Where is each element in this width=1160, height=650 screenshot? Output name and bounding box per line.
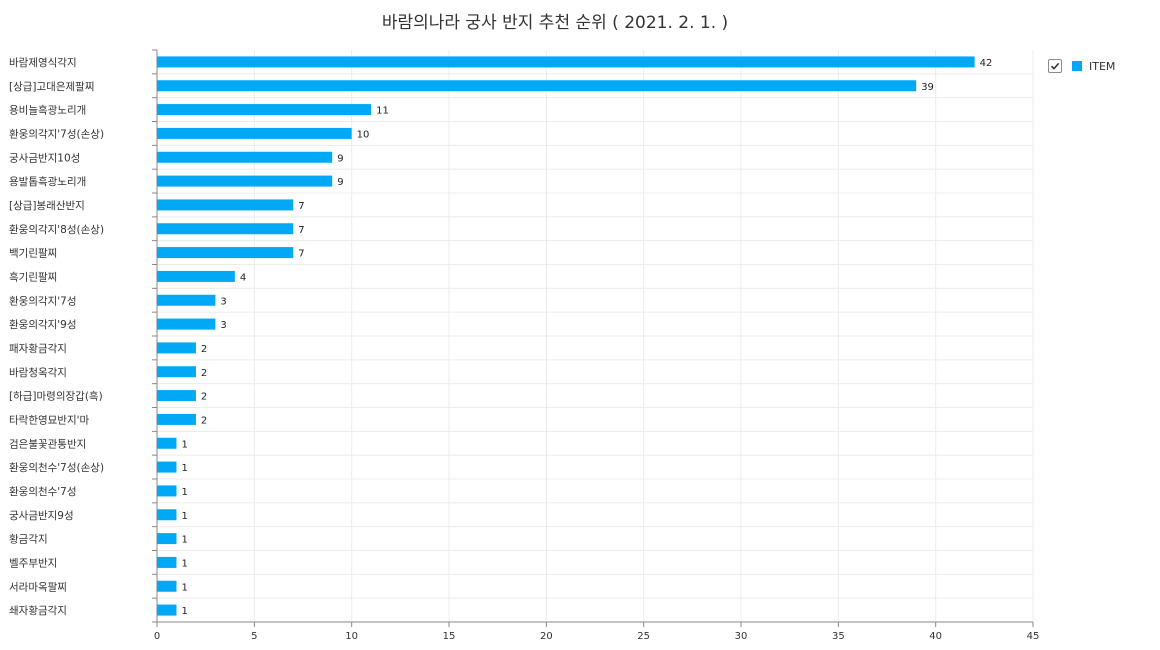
bar	[157, 199, 294, 211]
category-label: 서라마옥팔찌	[9, 581, 67, 593]
bar	[157, 580, 177, 592]
value-label: 1	[181, 439, 187, 450]
category-label: 환웅의각지'8성(손상)	[9, 224, 104, 236]
value-label: 7	[298, 249, 304, 260]
category-label: 환웅의천수'7성	[9, 486, 77, 498]
bar	[157, 223, 294, 235]
category-label: 쇄자황금각지	[9, 605, 67, 617]
category-label: 바람제영식각지	[9, 56, 77, 69]
value-label: 9	[337, 153, 343, 164]
bar	[157, 366, 196, 378]
value-label: 1	[181, 511, 187, 522]
category-label: 패자황금각지	[9, 343, 67, 355]
value-label: 4	[240, 272, 246, 283]
value-label: 3	[220, 320, 226, 331]
category-label: 검은불꽃관통반지	[9, 438, 86, 450]
category-label: 환웅의각지'9성	[9, 319, 77, 331]
category-label: [상급]고대은제팔찌	[9, 81, 94, 93]
value-label: 2	[201, 368, 207, 379]
x-tick-label: 40	[929, 631, 942, 642]
category-label: [하급]마령의장갑(흑)	[9, 390, 103, 403]
legend-swatch	[1072, 61, 1082, 71]
x-tick-label: 5	[251, 631, 257, 642]
legend: ITEM	[1048, 59, 1115, 73]
category-label: 벨주부반지	[9, 557, 57, 569]
bar	[157, 294, 216, 306]
value-label: 3	[220, 296, 226, 307]
value-label: 11	[376, 106, 389, 117]
category-label: 흑기린팔찌	[9, 270, 57, 283]
category-label: 환웅의각지'7성(손상)	[9, 128, 104, 140]
bar	[157, 413, 196, 425]
value-label: 9	[337, 177, 343, 188]
chart-title: 바람의나라 궁사 반지 추천 순위 ( 2021. 2. 1. )	[381, 13, 729, 33]
value-label: 1	[181, 606, 187, 617]
value-label: 1	[181, 535, 187, 546]
category-label: 환웅의각지'7성	[9, 295, 77, 307]
bar	[157, 533, 177, 545]
x-tick-label: 35	[832, 631, 845, 642]
x-tick-label: 25	[637, 631, 650, 642]
bar	[157, 318, 216, 330]
x-tick-label: 10	[345, 631, 358, 642]
bar	[157, 104, 372, 116]
value-label: 2	[201, 415, 207, 426]
value-label: 2	[201, 392, 207, 403]
bar	[157, 56, 975, 68]
x-tick-label: 15	[443, 631, 456, 642]
category-label: 궁사금반지10성	[9, 152, 80, 164]
bar	[157, 270, 235, 282]
bar	[157, 485, 177, 497]
bar	[157, 127, 352, 139]
category-label: 환웅의천수'7성(손상)	[9, 462, 104, 474]
bar	[157, 461, 177, 473]
x-tick-label: 45	[1027, 631, 1040, 642]
x-tick-label: 30	[735, 631, 748, 642]
legend-label[interactable]: ITEM	[1089, 59, 1116, 73]
category-label: 바람청옥각지	[9, 366, 67, 379]
legend-toggle-checkbox[interactable]	[1048, 59, 1062, 73]
value-label: 10	[357, 129, 370, 140]
bar	[157, 80, 917, 92]
bar	[157, 247, 294, 259]
value-label: 1	[181, 487, 187, 498]
value-label: 1	[181, 582, 187, 593]
value-label: 42	[980, 58, 993, 69]
category-label: 황금각지	[9, 534, 48, 546]
bar	[157, 390, 196, 402]
category-label: 용발톱흑광노리개	[9, 175, 86, 188]
x-tick-label: 0	[154, 631, 160, 642]
value-label: 2	[201, 344, 207, 355]
category-label: 궁사금반지9성	[9, 510, 74, 522]
bar	[157, 437, 177, 449]
bar	[157, 556, 177, 568]
category-label: 백기린팔찌	[9, 248, 57, 260]
bar	[157, 604, 177, 616]
bar	[157, 151, 333, 163]
value-label: 1	[181, 558, 187, 569]
value-label: 1	[181, 463, 187, 474]
value-label: 39	[921, 82, 934, 93]
bar	[157, 509, 177, 521]
category-label: 타락한영묘반지'마	[9, 414, 90, 426]
x-tick-label: 20	[540, 631, 553, 642]
checkmark-icon	[1050, 62, 1060, 70]
bar	[157, 175, 333, 187]
category-label: [상급]봉래산반지	[9, 200, 85, 212]
category-label: 용비늘흑광노리개	[9, 104, 86, 117]
bar	[157, 342, 196, 354]
value-label: 7	[298, 225, 304, 236]
value-label: 7	[298, 201, 304, 212]
